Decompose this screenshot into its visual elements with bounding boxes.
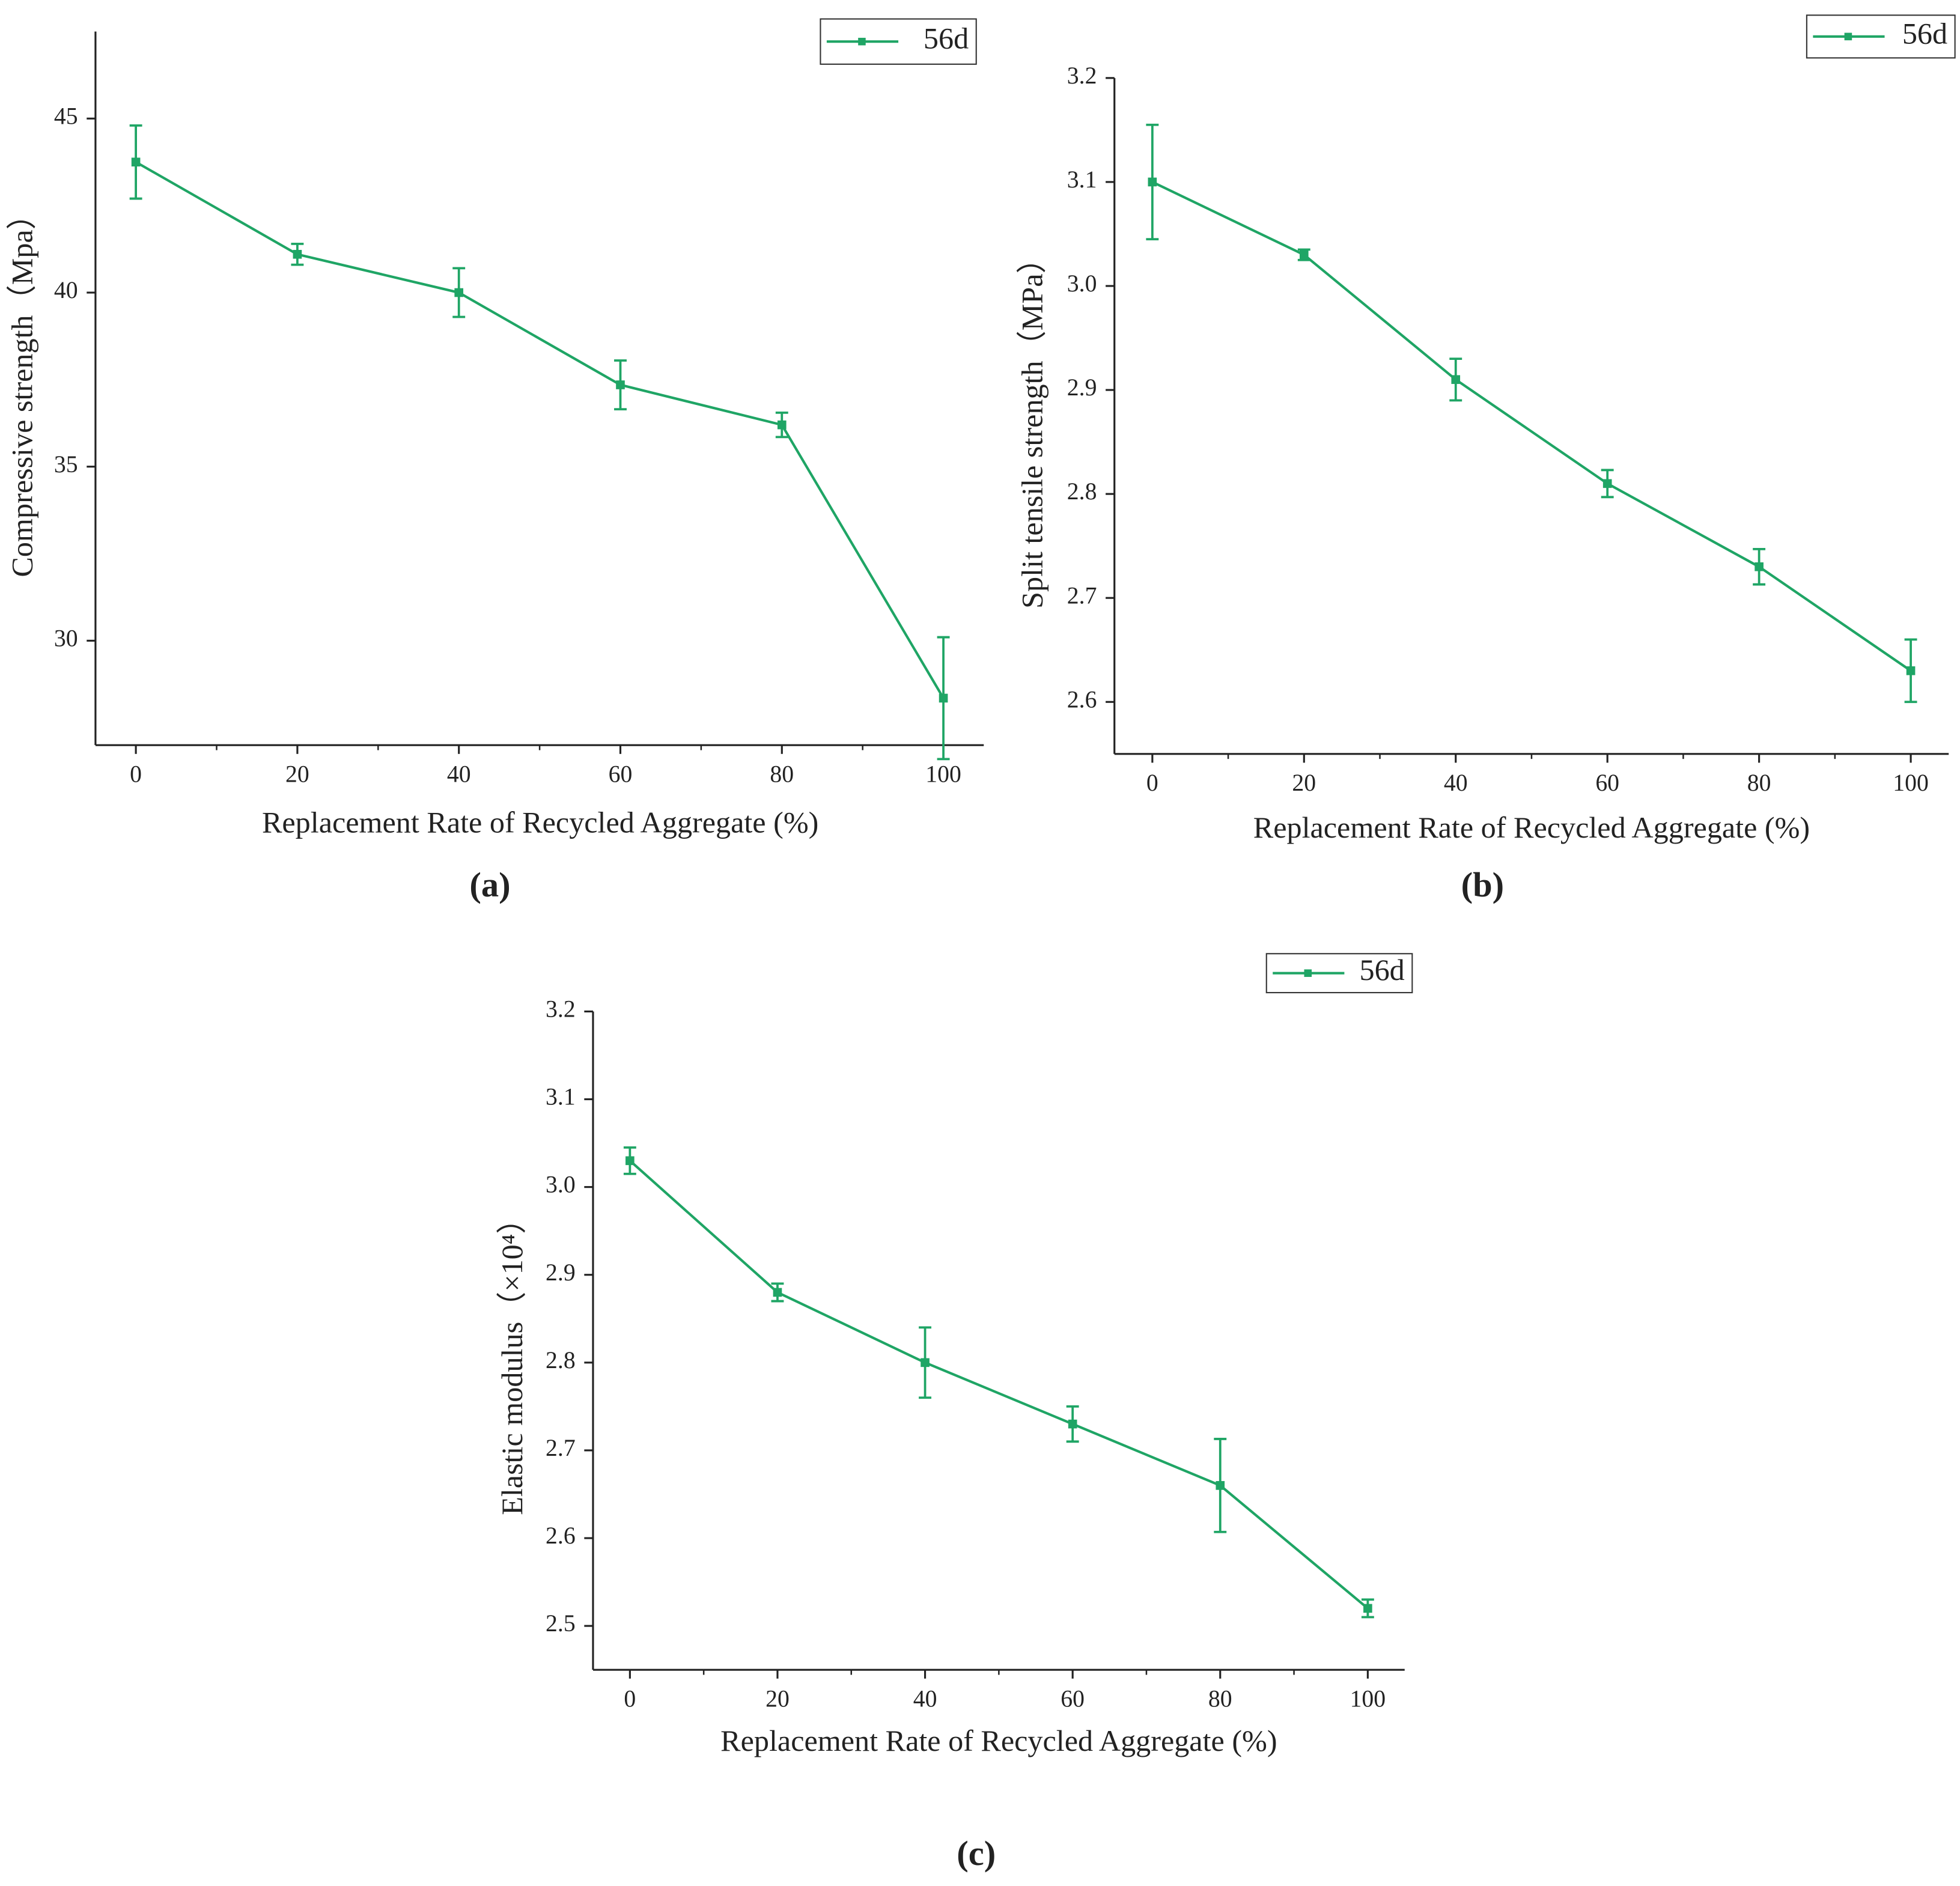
marker (131, 157, 141, 167)
data-line (628, 1160, 1369, 1610)
y-tick-label: 35 (54, 451, 78, 478)
x-tick-label: 80 (1208, 1686, 1232, 1712)
y-tick-label: 3.2 (1067, 62, 1097, 89)
marker (454, 288, 464, 297)
y-tick-label: 2.9 (546, 1259, 576, 1286)
x-tick-label: 20 (285, 761, 309, 788)
y-tick-label: 40 (54, 277, 78, 303)
x-tick-label: 100 (925, 761, 961, 788)
y-tick-label: 2.6 (546, 1522, 576, 1549)
y-tick-label: 3.1 (1067, 166, 1097, 193)
legend-label: 56d (1360, 953, 1405, 987)
marker (1755, 562, 1764, 571)
legend-label: 56d (924, 22, 969, 55)
x-tick-label: 40 (1444, 770, 1468, 796)
x-tick-label: 40 (913, 1686, 937, 1712)
y-tick-label: 45 (54, 103, 78, 129)
panel-label: (c) (957, 1834, 996, 1873)
marker (773, 1288, 782, 1297)
y-tick-label: 3.0 (546, 1172, 576, 1198)
x-tick-label: 0 (624, 1686, 636, 1712)
y-axis-title: Split tensile strength（MPa） (1015, 243, 1049, 609)
y-tick-label: 2.6 (1067, 686, 1097, 713)
marker (921, 1358, 930, 1367)
x-tick-label: 0 (130, 761, 142, 788)
x-tick-label: 20 (1292, 770, 1316, 796)
legend-marker (1304, 969, 1312, 977)
x-tick-label: 60 (1595, 770, 1619, 796)
y-tick-label: 2.8 (1067, 478, 1097, 505)
y-tick-label: 2.7 (1067, 582, 1097, 609)
x-tick-label: 20 (765, 1686, 790, 1712)
marker (1148, 177, 1157, 187)
legend-label: 56d (1902, 16, 1947, 50)
x-tick-label: 60 (609, 761, 633, 788)
y-tick-label: 3.0 (1067, 270, 1097, 297)
x-tick-label: 80 (1747, 770, 1771, 796)
marker (939, 693, 948, 703)
x-tick-label: 40 (447, 761, 471, 788)
marker (1216, 1481, 1225, 1490)
x-tick-label: 100 (1350, 1686, 1386, 1712)
panel-label: (b) (1461, 865, 1505, 904)
y-tick-label: 3.1 (546, 1084, 576, 1110)
x-axis-title: Replacement Rate of Recycled Aggregate (… (262, 806, 818, 839)
data-line (1151, 181, 1912, 672)
y-tick-label: 2.9 (1067, 374, 1097, 401)
x-tick-label: 60 (1061, 1686, 1085, 1712)
marker (616, 380, 625, 389)
y-axis-title: Elastic modulus（×10⁴） (495, 1204, 529, 1515)
data-line (135, 160, 945, 699)
y-tick-label: 2.8 (546, 1347, 576, 1373)
marker (777, 420, 787, 430)
marker (1068, 1419, 1077, 1429)
marker (1299, 250, 1309, 260)
x-tick-label: 80 (770, 761, 794, 788)
panel-label: (a) (469, 865, 510, 904)
x-axis-title: Replacement Rate of Recycled Aggregate (… (1253, 811, 1810, 844)
legend-marker (858, 37, 866, 46)
x-tick-label: 100 (1893, 770, 1929, 796)
marker (1363, 1604, 1372, 1613)
y-tick-label: 3.2 (546, 996, 576, 1023)
marker (293, 249, 302, 259)
marker (625, 1156, 635, 1166)
marker (1602, 479, 1612, 488)
legend-marker (1844, 32, 1852, 41)
y-tick-label: 2.5 (546, 1610, 576, 1637)
marker (1451, 375, 1461, 385)
y-tick-label: 30 (54, 625, 78, 651)
marker (1906, 666, 1916, 675)
y-axis-title: Compressive strength（Mpa） (5, 199, 38, 577)
x-tick-label: 0 (1146, 770, 1158, 796)
y-tick-label: 2.7 (546, 1435, 576, 1461)
x-axis-title: Replacement Rate of Recycled Aggregate (… (720, 1724, 1277, 1757)
